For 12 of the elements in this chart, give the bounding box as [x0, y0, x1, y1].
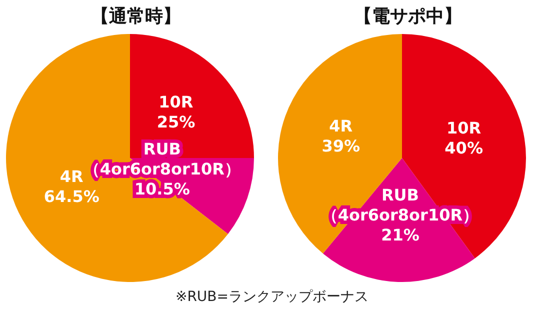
data-label: 64.5% — [44, 187, 100, 206]
text: ※RUB=ランクアップボーナス — [174, 288, 370, 306]
data-label: 40% — [444, 138, 483, 158]
slice-label: 4R — [329, 116, 353, 136]
data-label: 39% — [322, 136, 360, 156]
chart-title: 【電サポ中】 — [354, 6, 462, 26]
data-label: 21% — [381, 225, 420, 244]
slice-label: 4R — [60, 167, 84, 186]
chart-title: 【通常時】 — [91, 6, 181, 26]
data-label: 25% — [156, 112, 196, 132]
slice-label: 10R — [158, 92, 194, 112]
slice-label: 10R — [446, 118, 482, 138]
